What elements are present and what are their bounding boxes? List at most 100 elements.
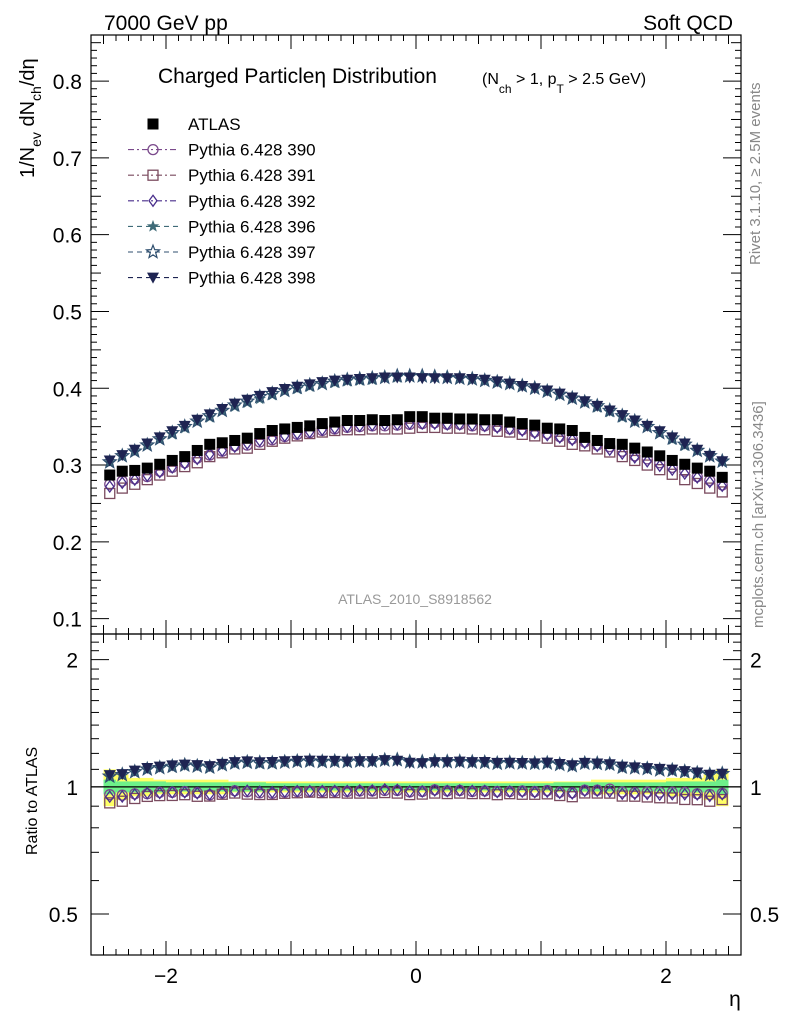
- data-point: [566, 438, 578, 450]
- ratio-point: [504, 788, 516, 800]
- ratio-point: [566, 760, 579, 772]
- ratio-point: [403, 757, 416, 769]
- ratio-point: [128, 765, 141, 777]
- data-point: [716, 456, 729, 468]
- ratio-point: [204, 787, 215, 801]
- data-point: [416, 373, 429, 385]
- data-point: [428, 373, 441, 385]
- data-point: [567, 433, 578, 447]
- data-point: [404, 422, 416, 434]
- ratio-point: [466, 757, 479, 769]
- ratio-point: [204, 790, 216, 802]
- data-point: [128, 444, 141, 456]
- main-plot-title-condition: (Nch > 1, pT > 2.5 GeV): [482, 71, 646, 96]
- data-point: [241, 394, 254, 406]
- data-point: [641, 420, 654, 432]
- data-point: [529, 419, 541, 431]
- data-point: [141, 438, 154, 450]
- data-point: [129, 478, 141, 490]
- data-point: [441, 412, 453, 424]
- data-point: [141, 473, 153, 486]
- data-point: [516, 428, 528, 440]
- data-point: [503, 378, 516, 390]
- data-point: [716, 471, 728, 483]
- data-point: [579, 431, 591, 443]
- x-tick-label: −2: [154, 965, 178, 988]
- ratio-point: [116, 769, 129, 781]
- data-point: [629, 450, 640, 464]
- data-point: [353, 374, 366, 386]
- data-point: [391, 372, 404, 384]
- ratio-point: [292, 784, 303, 798]
- ratio-point: [392, 783, 403, 797]
- data-point: [554, 423, 566, 435]
- data-point: [154, 458, 166, 470]
- ratio-point: [579, 784, 590, 798]
- data-point: [453, 373, 466, 385]
- data-point: [666, 468, 678, 480]
- data-point: [166, 454, 178, 466]
- data-point: [466, 374, 479, 386]
- data-point: [491, 414, 503, 426]
- ratio-point: [266, 788, 278, 801]
- data-point: [228, 398, 241, 410]
- ratio-point: [329, 784, 340, 798]
- data-point: [691, 462, 703, 474]
- data-point: [441, 373, 454, 385]
- ratio-point: [192, 786, 203, 800]
- data-point: [529, 430, 541, 442]
- ratio-point: [441, 787, 453, 800]
- ratio-point: [154, 786, 165, 800]
- data-point: [678, 438, 691, 450]
- data-point: [279, 423, 291, 435]
- ratio-point: [328, 755, 341, 767]
- ratio-point: [354, 787, 366, 799]
- ratio-point: [429, 787, 441, 799]
- data-point: [328, 375, 341, 387]
- ratio-y-tick-label: 2: [66, 650, 78, 673]
- legend: ATLAS Pythia 6.428 390 Pythia 6.428 391 Pyt…: [128, 115, 316, 288]
- ratio-point: [616, 790, 628, 802]
- data-point: [429, 412, 441, 424]
- data-point: [291, 421, 303, 433]
- ratio-point: [516, 788, 528, 800]
- ratio-point: [129, 792, 141, 805]
- data-point: [266, 387, 279, 399]
- ratio-point: [429, 783, 440, 798]
- data-point: [116, 450, 129, 462]
- ratio-point: [117, 789, 128, 804]
- ratio-point: [203, 761, 216, 773]
- ratio-point: [341, 787, 353, 799]
- data-point: [703, 450, 716, 462]
- ratio-point: [104, 789, 116, 801]
- ratio-point: [216, 758, 229, 770]
- analysis-id-watermark: ATLAS_2010_S8918562: [338, 591, 492, 607]
- data-point: [179, 451, 191, 463]
- ratio-point: [417, 784, 428, 799]
- ratio-point: [567, 786, 578, 800]
- ratio-point: [179, 785, 190, 799]
- data-point: [404, 411, 416, 423]
- ratio-point: [279, 787, 291, 799]
- legend-marker: [146, 219, 160, 232]
- ratio-point: [579, 787, 591, 799]
- ratio-point: [529, 785, 540, 799]
- legend-label: Pythia 6.428 392: [188, 192, 316, 211]
- x-tick-label: 2: [660, 965, 672, 988]
- data-point: [716, 486, 728, 498]
- data-point: [591, 400, 604, 412]
- legend-label: Pythia 6.428 397: [188, 243, 316, 262]
- data-point: [204, 447, 215, 461]
- data-point: [454, 413, 466, 425]
- ratio-point: [554, 786, 565, 800]
- ratio-point: [366, 787, 378, 799]
- data-point: [191, 444, 203, 456]
- data-point: [304, 420, 316, 432]
- data-point: [654, 450, 666, 462]
- legend-marker: [147, 143, 159, 156]
- data-point: [104, 487, 116, 500]
- data-point: [654, 459, 665, 473]
- data-point: [241, 432, 253, 444]
- ratio-point: [342, 784, 353, 798]
- ratio-point: [542, 785, 553, 799]
